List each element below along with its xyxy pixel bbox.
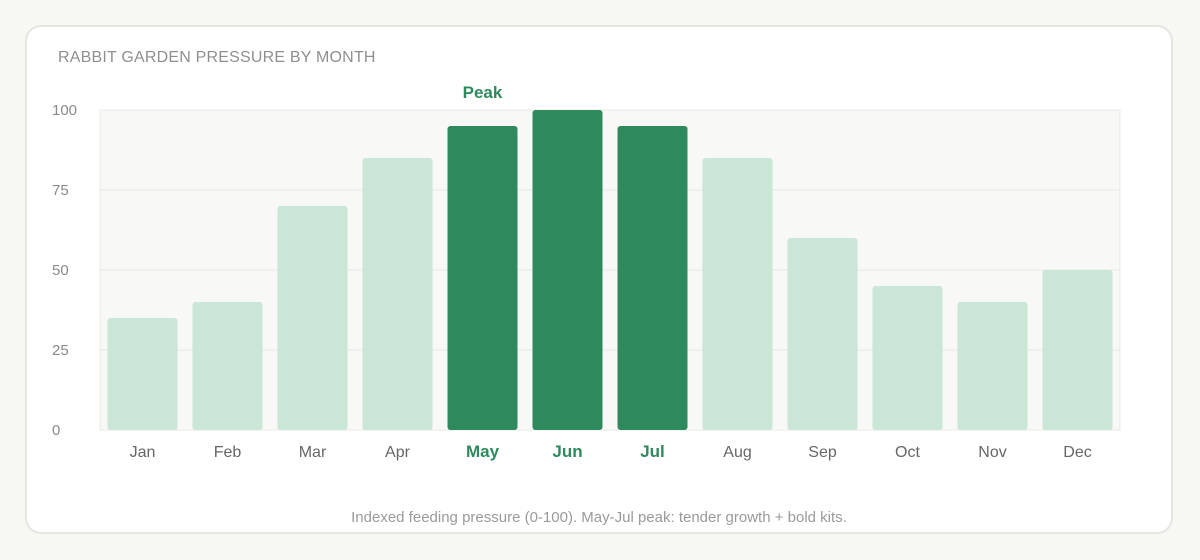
bar-mar	[277, 206, 348, 430]
bar-apr	[362, 158, 433, 430]
bar-dec	[1042, 270, 1113, 430]
bar-jul	[617, 126, 688, 430]
x-tick-label-nov: Nov	[978, 444, 1006, 461]
x-tick-label-mar: Mar	[299, 444, 327, 461]
x-tick-label-feb: Feb	[214, 444, 242, 461]
x-tick-label-jun: Jun	[552, 442, 582, 461]
x-tick-label-jan: Jan	[130, 444, 156, 461]
peak-annotation: Peak	[463, 83, 503, 102]
x-tick-label-apr: Apr	[385, 444, 411, 461]
bar-nov	[957, 302, 1028, 430]
chart-title: RABBIT GARDEN PRESSURE BY MONTH	[58, 49, 376, 66]
x-tick-label-aug: Aug	[723, 444, 751, 461]
y-tick-label: 25	[52, 342, 69, 359]
bar-jan	[107, 318, 178, 430]
x-tick-label-dec: Dec	[1063, 444, 1091, 461]
bar-sep	[787, 238, 858, 430]
chart-caption: Indexed feeding pressure (0-100). May-Ju…	[351, 509, 847, 526]
bar-feb	[192, 302, 263, 430]
bar-jun	[532, 110, 603, 430]
y-tick-label: 0	[52, 422, 60, 439]
bar-oct	[872, 286, 943, 430]
x-tick-label-oct: Oct	[895, 444, 920, 461]
y-tick-label: 100	[52, 102, 77, 119]
bar-may	[447, 126, 518, 430]
bar-aug	[702, 158, 773, 430]
y-tick-label: 75	[52, 182, 69, 199]
x-tick-label-may: May	[466, 442, 500, 461]
y-tick-label: 50	[52, 262, 69, 279]
x-tick-label-sep: Sep	[808, 444, 837, 461]
x-tick-label-jul: Jul	[640, 442, 665, 461]
